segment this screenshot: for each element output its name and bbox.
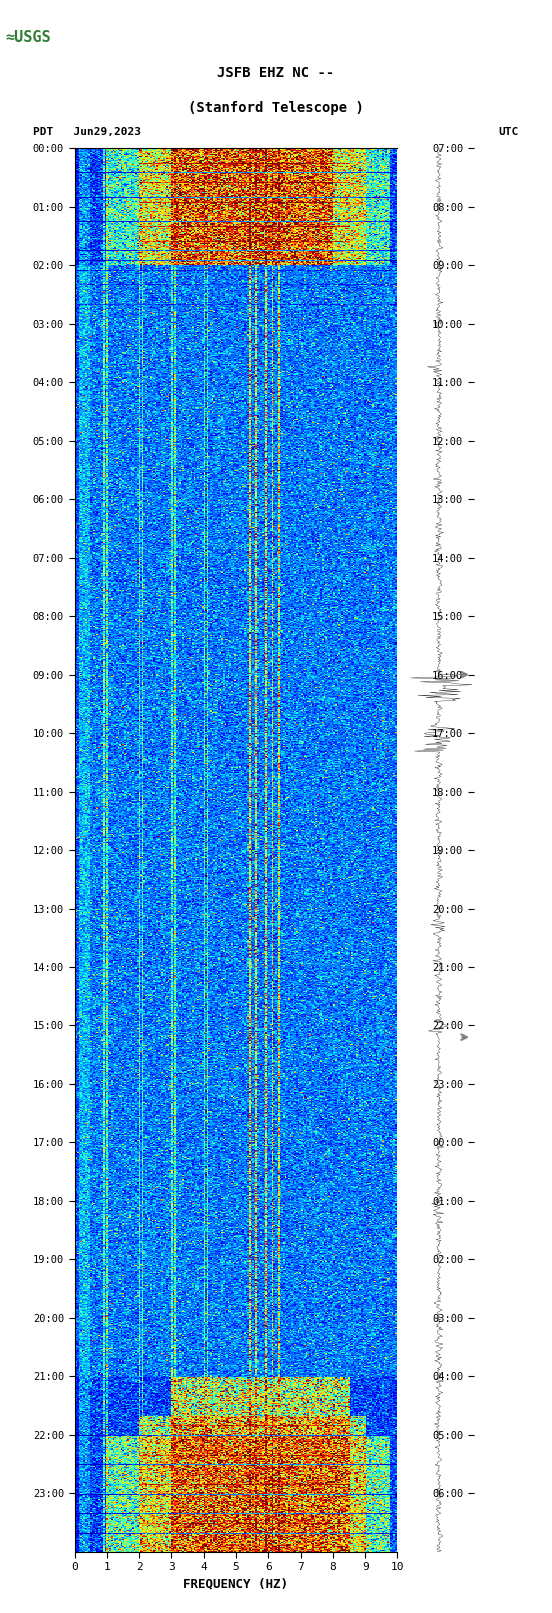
Text: ≈USGS: ≈USGS: [6, 29, 51, 45]
Text: UTC: UTC: [498, 127, 519, 137]
Text: JSFB EHZ NC --: JSFB EHZ NC --: [217, 66, 335, 79]
X-axis label: FREQUENCY (HZ): FREQUENCY (HZ): [183, 1578, 289, 1590]
Text: PDT   Jun29,2023: PDT Jun29,2023: [33, 127, 141, 137]
Text: (Stanford Telescope ): (Stanford Telescope ): [188, 102, 364, 115]
